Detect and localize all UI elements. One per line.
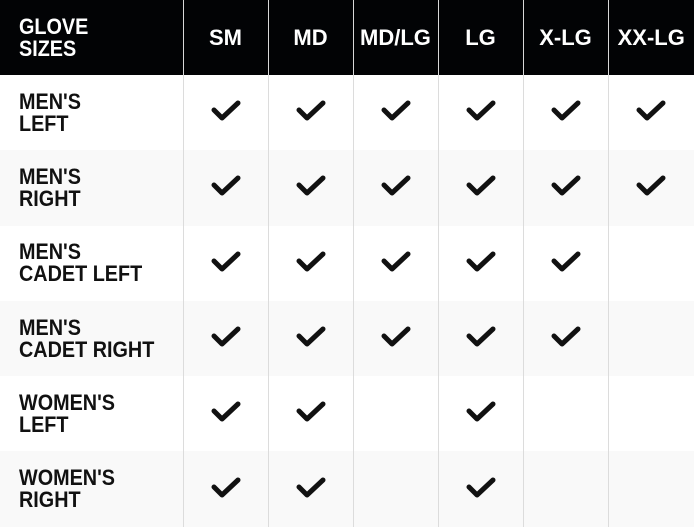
size-cell (437, 150, 523, 226)
size-cell (437, 300, 523, 377)
size-cell (182, 376, 268, 452)
checkmark-icon (466, 400, 496, 422)
row-label-text: MEN'S LEFT (19, 88, 81, 136)
checkmark-icon (551, 250, 581, 272)
table-row: MEN'S CADET RIGHT (0, 300, 694, 377)
size-cell (182, 225, 268, 301)
size-cell (607, 300, 694, 377)
checkmark-icon (296, 400, 326, 422)
size-cell (267, 75, 353, 151)
table-row: WOMEN'S RIGHT (0, 451, 694, 527)
size-cell (182, 150, 268, 226)
table-body: MEN'S LEFT MEN'S RIGHT MEN'S CADET LEFT MEN… (0, 75, 694, 527)
size-cell (182, 300, 268, 377)
checkmark-icon (466, 476, 496, 498)
size-cell (522, 75, 608, 151)
header-row: GLOVE SIZES SM MD MD/LG LG X-LG XX-LG (0, 0, 694, 75)
row-label-text: MEN'S CADET LEFT (19, 239, 143, 287)
size-cell (607, 225, 694, 301)
size-cell (267, 150, 353, 226)
column-header-sm: SM (182, 0, 268, 75)
table-row: WOMEN'S LEFT (0, 376, 694, 452)
checkmark-icon (466, 99, 496, 121)
checkmark-icon (296, 174, 326, 196)
checkmark-icon (551, 325, 581, 347)
size-cell (437, 451, 523, 527)
checkmark-icon (381, 250, 411, 272)
row-label-text: WOMEN'S LEFT (19, 389, 116, 437)
checkmark-icon (551, 99, 581, 121)
size-cell (352, 150, 438, 226)
row-label-text: MEN'S CADET RIGHT (19, 314, 155, 362)
size-cell (522, 150, 608, 226)
checkmark-icon (466, 174, 496, 196)
row-label: MEN'S LEFT (0, 75, 183, 150)
checkmark-icon (636, 99, 666, 121)
size-cell (607, 75, 694, 151)
size-cell (267, 451, 353, 527)
table-row: MEN'S RIGHT (0, 150, 694, 226)
size-cell (352, 376, 438, 452)
table-row: MEN'S CADET LEFT (0, 225, 694, 301)
size-cell (352, 451, 438, 527)
row-label: WOMEN'S LEFT (0, 376, 183, 451)
checkmark-icon (211, 325, 241, 347)
row-label: MEN'S RIGHT (0, 150, 183, 226)
row-label: MEN'S CADET LEFT (0, 226, 183, 301)
checkmark-icon (551, 174, 581, 196)
size-cell (522, 451, 608, 527)
checkmark-icon (466, 250, 496, 272)
checkmark-icon (296, 325, 326, 347)
size-cell (607, 150, 694, 226)
checkmark-icon (211, 250, 241, 272)
corner-header-text: GLOVE SIZES (19, 13, 89, 61)
row-label-text: WOMEN'S RIGHT (19, 465, 116, 513)
size-cell (522, 225, 608, 301)
size-cell (607, 451, 694, 527)
size-cell (267, 300, 353, 377)
column-header-xx-lg: XX-LG (607, 0, 694, 75)
checkmark-icon (211, 476, 241, 498)
checkmark-icon (381, 325, 411, 347)
size-cell (437, 75, 523, 151)
size-cell (437, 376, 523, 452)
column-header-x-lg: X-LG (522, 0, 608, 75)
size-cell (182, 451, 268, 527)
row-label-text: MEN'S RIGHT (19, 163, 81, 211)
size-cell (522, 376, 608, 452)
size-cell (267, 376, 353, 452)
size-cell (352, 300, 438, 377)
table-row: MEN'S LEFT (0, 75, 694, 151)
checkmark-icon (296, 476, 326, 498)
checkmark-icon (211, 400, 241, 422)
corner-header: GLOVE SIZES (0, 0, 183, 75)
checkmark-icon (381, 174, 411, 196)
size-cell (182, 75, 268, 151)
row-label: WOMEN'S RIGHT (0, 451, 183, 527)
column-header-md-lg: MD/LG (352, 0, 438, 75)
checkmark-icon (381, 99, 411, 121)
checkmark-icon (211, 99, 241, 121)
checkmark-icon (211, 174, 241, 196)
size-cell (522, 300, 608, 377)
checkmark-icon (296, 250, 326, 272)
column-header-lg: LG (437, 0, 523, 75)
size-cell (352, 225, 438, 301)
column-header-md: MD (267, 0, 353, 75)
size-cell (352, 75, 438, 151)
checkmark-icon (296, 99, 326, 121)
size-cell (607, 376, 694, 452)
checkmark-icon (466, 325, 496, 347)
row-label: MEN'S CADET RIGHT (0, 300, 183, 377)
size-cell (267, 225, 353, 301)
size-cell (437, 225, 523, 301)
checkmark-icon (636, 174, 666, 196)
